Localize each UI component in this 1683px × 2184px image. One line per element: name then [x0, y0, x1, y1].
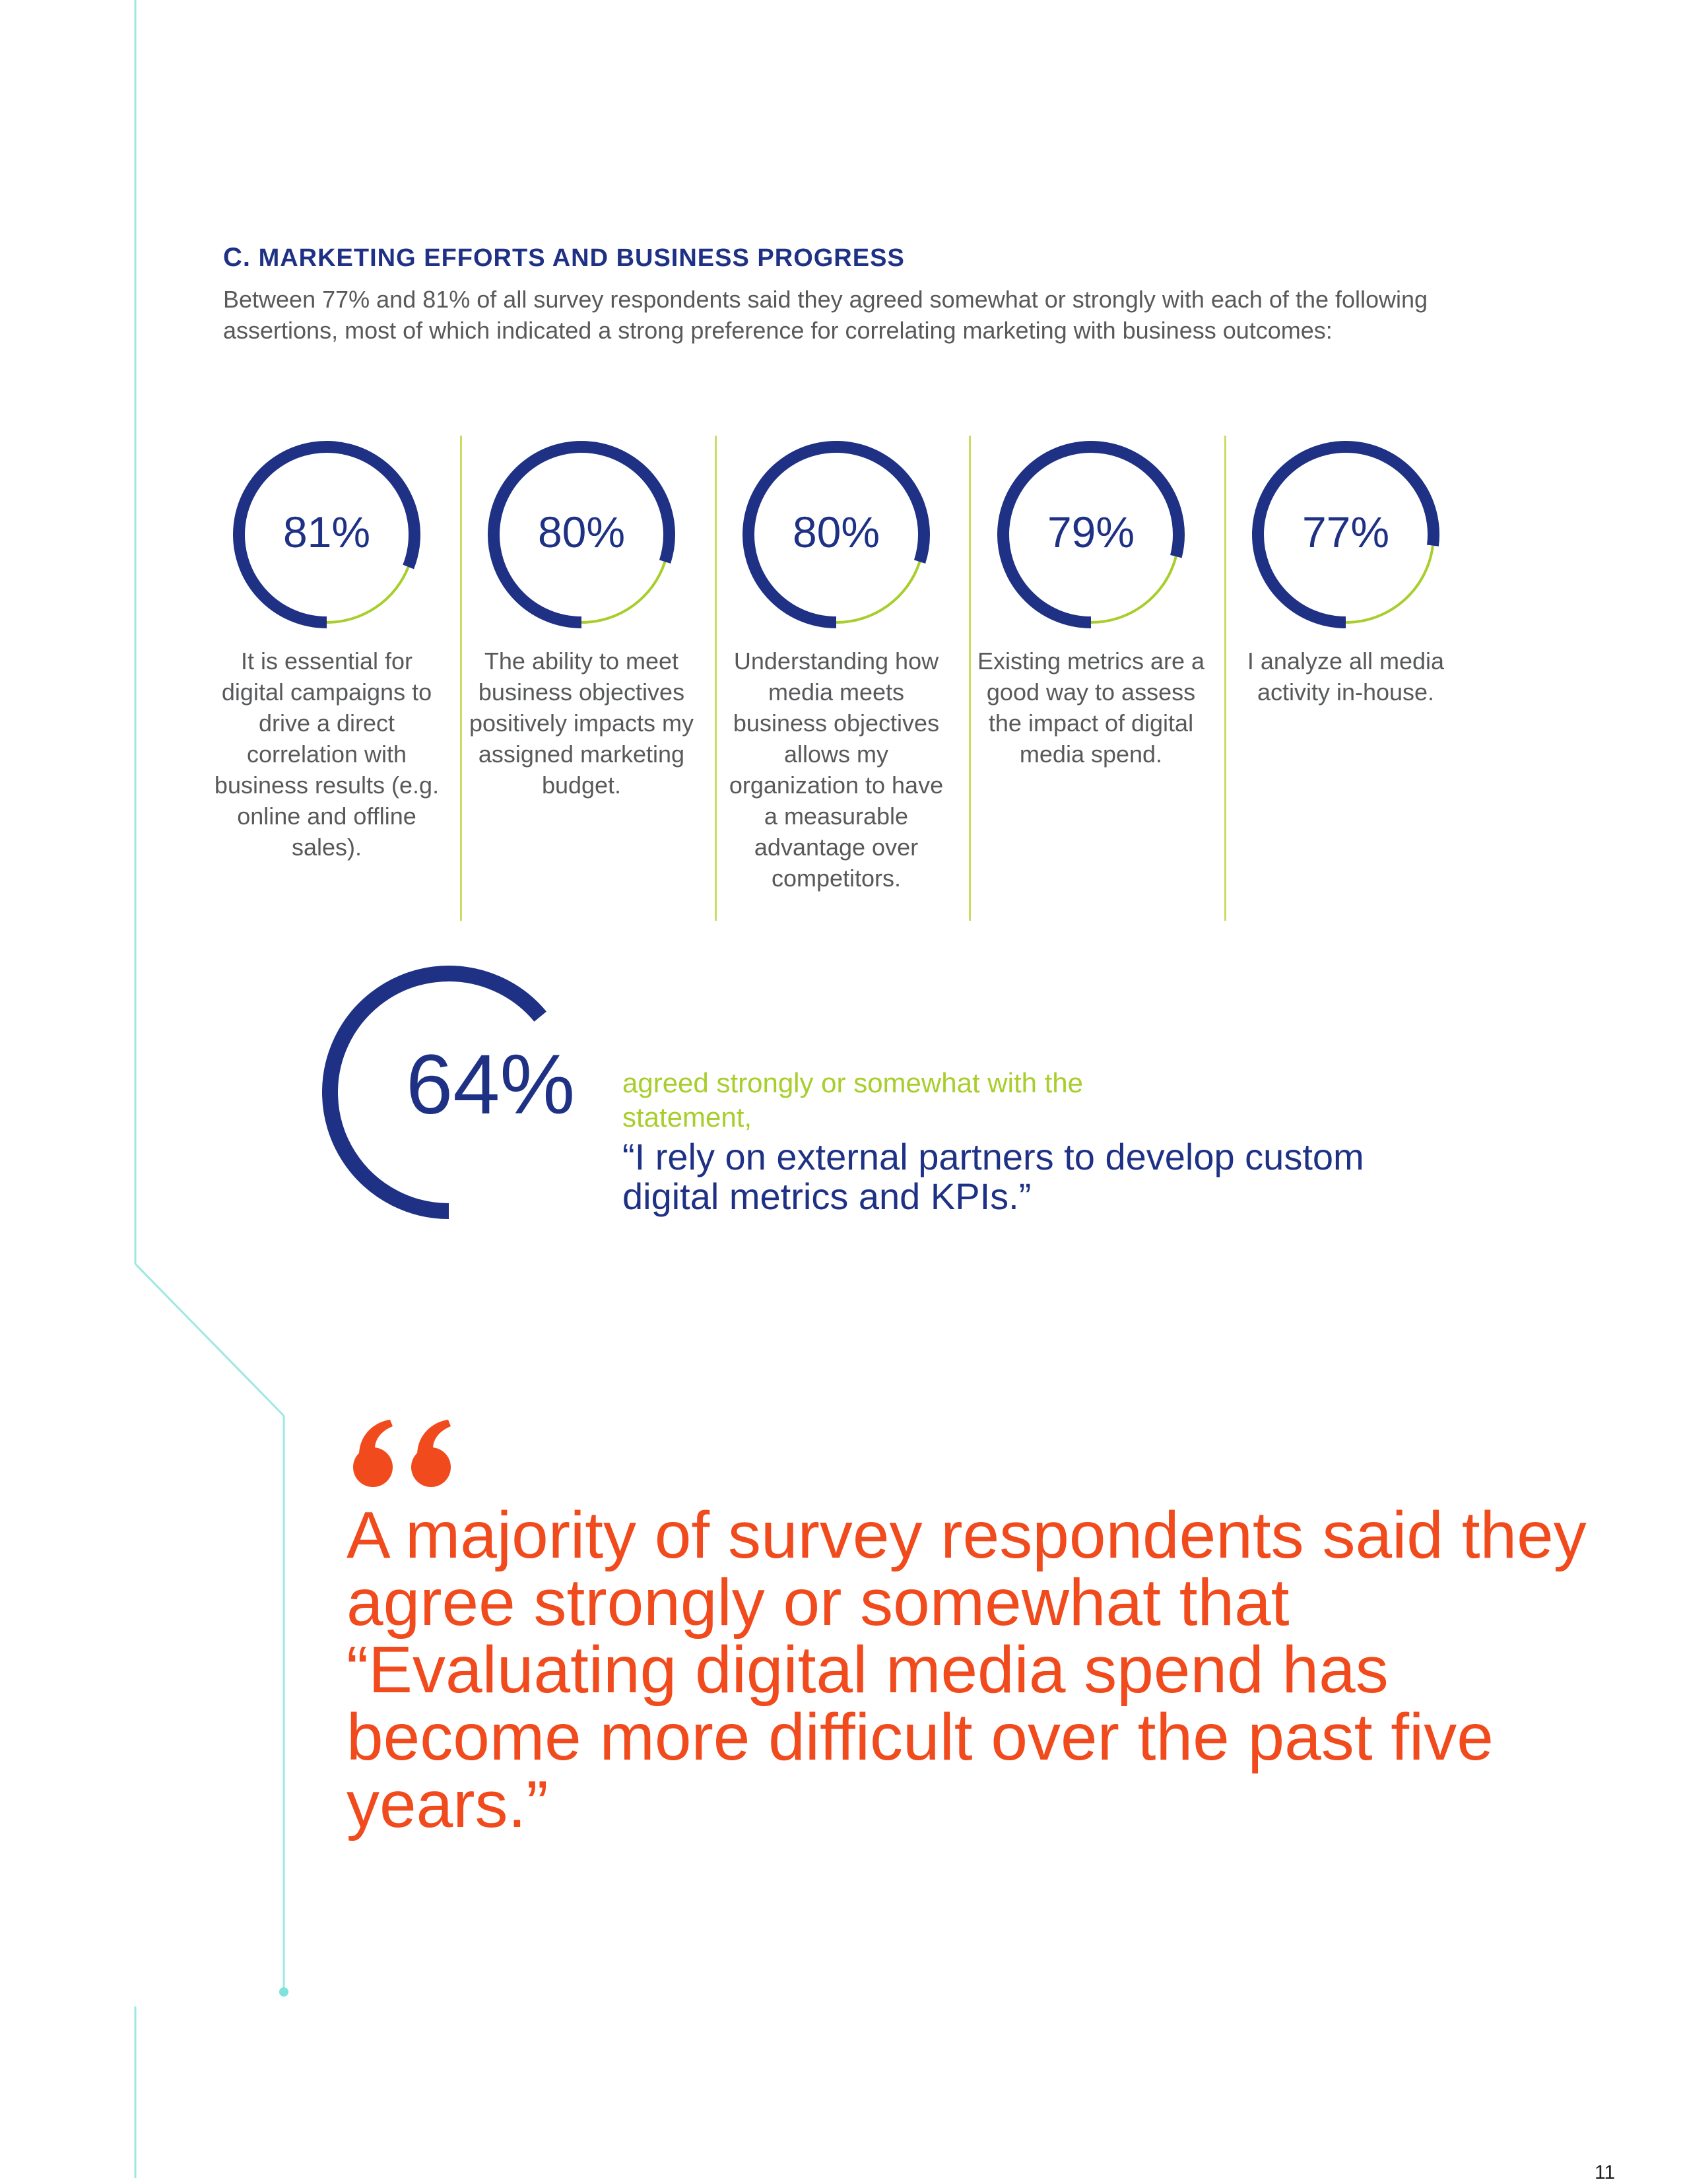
stat-item: 80% Understanding how media meets busine… [721, 436, 952, 894]
callout-64: 64% agreed strongly or somewhat with the… [317, 960, 1364, 1228]
section-letter: C. [223, 243, 251, 272]
ring-value-arc [488, 441, 675, 628]
ring-remainder-arc [1090, 556, 1177, 624]
callout-value: 64% [406, 1038, 576, 1132]
ring-remainder-arc [581, 561, 667, 624]
section-heading: C. MARKETING EFFORTS AND BUSINESS PROGRE… [223, 243, 905, 273]
stat-value: 81% [282, 508, 371, 556]
callout-quote: “I rely on external partners to develop … [622, 1136, 1364, 1217]
column-divider [969, 436, 971, 921]
stat-description: Understanding how media meets business o… [729, 647, 944, 892]
stat-value: 80% [537, 508, 626, 556]
progress-ring [997, 441, 1185, 628]
stat-description: It is essential for digital campaigns to… [214, 647, 440, 861]
stat-value: 79% [1047, 508, 1135, 556]
ring-value-arc [1252, 441, 1439, 628]
column-divider [1224, 436, 1226, 921]
ring-value-arc [997, 441, 1185, 628]
stat-description: I analyze all media activity in-house. [1247, 647, 1445, 706]
progress-ring [233, 441, 420, 628]
section-intro: Between 77% and 81% of all survey respon… [223, 286, 1428, 344]
progress-ring [1252, 441, 1439, 628]
callout-value-arc [322, 966, 546, 1219]
quote-mark-icon [353, 1420, 451, 1487]
stat-item: 79% Existing metrics are a good way to a… [975, 436, 1206, 770]
column-divider [715, 436, 717, 921]
ring-remainder-arc [836, 561, 921, 624]
callout-lead: agreed strongly or somewhat with the sta… [622, 1067, 1084, 1133]
stat-item: 77% I analyze all media activity in-hous… [1230, 436, 1461, 708]
stat-item: 81% It is essential for digital campaign… [211, 436, 442, 863]
ring-value-arc [742, 441, 930, 628]
progress-ring [742, 441, 930, 628]
stat-value: 80% [792, 508, 880, 556]
section-title: MARKETING EFFORTS AND BUSINESS PROGRESS [258, 244, 905, 272]
pull-quote: A majority of survey respondents said th… [346, 1498, 1587, 1841]
column-divider [460, 436, 462, 921]
stat-description: Existing metrics are a good way to asses… [977, 647, 1205, 768]
page-number: 11 [1595, 2162, 1616, 2183]
stat-value: 77% [1302, 508, 1390, 556]
stat-item: 80% The ability to meet business objecti… [466, 436, 697, 801]
ring-value-arc [233, 441, 420, 628]
ring-remainder-arc [326, 566, 410, 624]
progress-ring [488, 441, 675, 628]
callout-arc [322, 966, 546, 1219]
stat-description: The ability to meet business objectives … [469, 647, 694, 799]
ring-remainder-arc [1345, 545, 1434, 624]
